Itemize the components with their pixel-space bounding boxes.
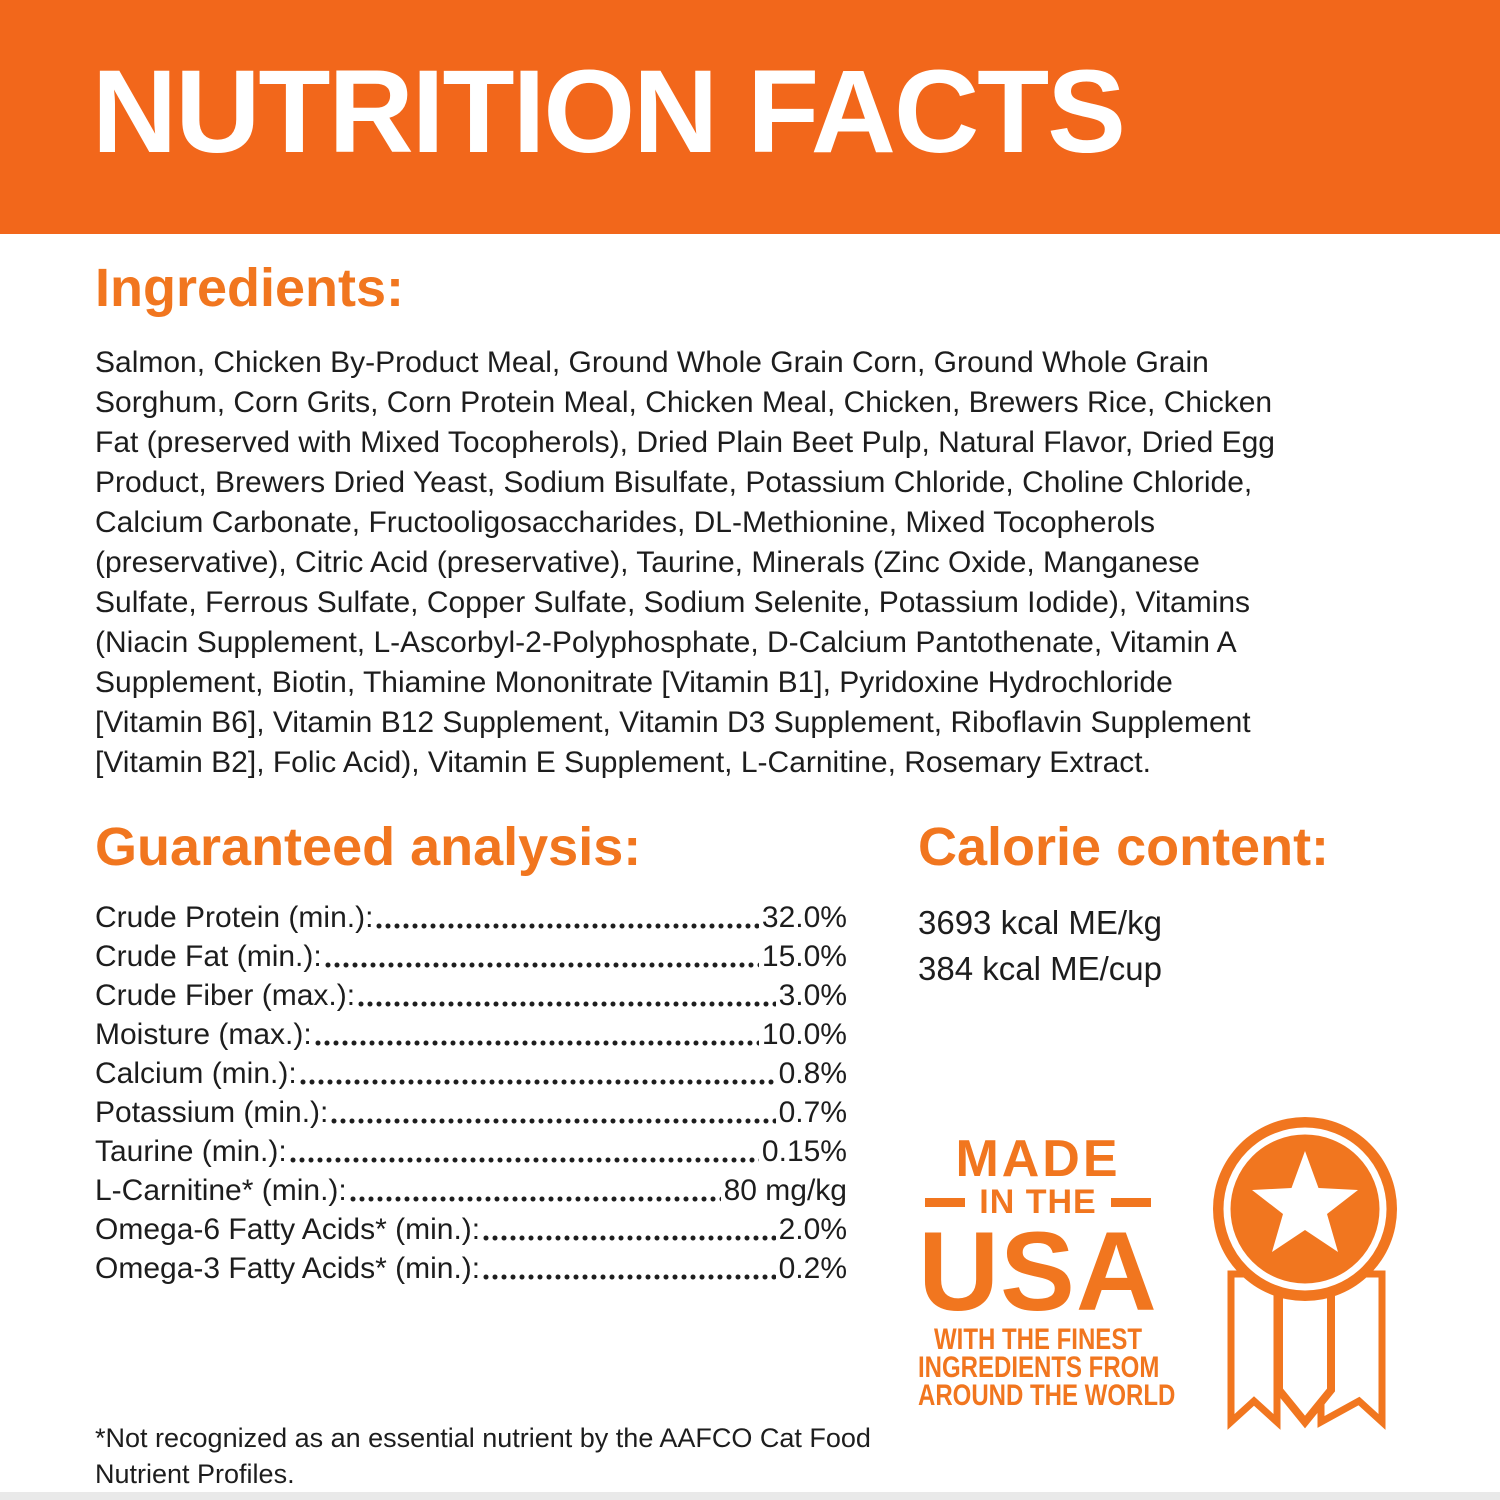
calorie-kcal-per-kg: 3693 kcal ME/kg bbox=[918, 904, 1162, 941]
medal-inner-ring bbox=[1223, 1127, 1387, 1291]
ribbon-tail-left bbox=[1227, 1270, 1281, 1430]
analysis-value: 10.0% bbox=[761, 1018, 847, 1051]
dotted-leader bbox=[358, 1001, 776, 1007]
calorie-kcal-per-cup: 384 kcal ME/cup bbox=[918, 950, 1162, 987]
dotted-leader bbox=[483, 1235, 776, 1241]
analysis-row-l-carnitine: L-Carnitine* (min.): 80 mg/kg bbox=[95, 1171, 847, 1210]
analysis-label: Potassium (min.): bbox=[95, 1096, 329, 1129]
analysis-row-crude-fiber: Crude Fiber (max.): 3.0% bbox=[95, 976, 847, 1015]
analysis-label: Omega-3 Fatty Acids* (min.): bbox=[95, 1252, 481, 1285]
dotted-leader bbox=[483, 1274, 776, 1280]
ingredients-text: Salmon, Chicken By-Product Meal, Ground … bbox=[95, 346, 1275, 779]
dotted-leader bbox=[331, 1118, 776, 1124]
ingredients-section: Ingredients: Salmon, Chicken By-Product … bbox=[95, 259, 1467, 783]
made-in-usa-line-usa: USA bbox=[918, 1209, 1158, 1334]
analysis-row-calcium: Calcium (min.): 0.8% bbox=[95, 1054, 847, 1093]
analysis-value: 0.15% bbox=[761, 1135, 847, 1168]
footnote-text: *Not recognized as an essential nutrient… bbox=[95, 1423, 871, 1489]
analysis-row-taurine: Taurine (min.): 0.15% bbox=[95, 1132, 847, 1171]
guaranteed-analysis-heading: Guaranteed analysis: bbox=[95, 817, 642, 877]
analysis-label: Moisture (max.): bbox=[95, 1018, 312, 1051]
analysis-value: 0.7% bbox=[778, 1096, 847, 1129]
analysis-row-moisture: Moisture (max.): 10.0% bbox=[95, 1015, 847, 1054]
dotted-leader bbox=[299, 1079, 776, 1085]
analysis-table: Crude Protein (min.): 32.0% Crude Fat (m… bbox=[95, 898, 847, 1288]
analysis-label: Crude Fat (min.): bbox=[95, 940, 322, 973]
made-in-usa-line-made: MADE bbox=[955, 1130, 1121, 1188]
star-medal-ribbon-icon bbox=[1192, 1106, 1406, 1440]
analysis-value: 0.2% bbox=[778, 1252, 847, 1285]
analysis-value: 80 mg/kg bbox=[723, 1174, 847, 1207]
analysis-label: L-Carnitine* (min.): bbox=[95, 1174, 347, 1207]
analysis-value: 3.0% bbox=[778, 979, 847, 1012]
dotted-leader bbox=[314, 1040, 759, 1046]
dotted-leader bbox=[324, 962, 759, 968]
star-medal-ribbon-svg bbox=[1213, 1117, 1397, 1430]
made-in-usa-in-the-text: IN THE bbox=[979, 1182, 1097, 1221]
analysis-value: 15.0% bbox=[761, 940, 847, 973]
tagline-line-2: INGREDIENTS FROM bbox=[918, 1351, 1160, 1384]
analysis-label: Crude Protein (min.): bbox=[95, 901, 374, 934]
analysis-row-crude-protein: Crude Protein (min.): 32.0% bbox=[95, 898, 847, 937]
ingredients-heading: Ingredients: bbox=[95, 258, 405, 318]
guaranteed-analysis-section: Guaranteed analysis: Crude Protein (min.… bbox=[95, 818, 847, 1288]
dash-decoration-left bbox=[925, 1197, 966, 1207]
analysis-row-omega-6: Omega-6 Fatty Acids* (min.): 2.0% bbox=[95, 1210, 847, 1249]
analysis-row-crude-fat: Crude Fat (min.): 15.0% bbox=[95, 937, 847, 976]
bottom-edge-strip bbox=[0, 1492, 1500, 1500]
made-in-usa-lockup: MADE IN THE USA WITH THE FINEST INGREDIE… bbox=[888, 1130, 1188, 1412]
made-in-usa-tagline: WITH THE FINEST INGREDIENTS FROM AROUND … bbox=[918, 1323, 1176, 1412]
calorie-content-section: Calorie content: 3693 kcal ME/kg 384 kca… bbox=[918, 818, 1463, 992]
made-in-usa-line-in-the: IN THE bbox=[888, 1182, 1188, 1222]
analysis-label: Taurine (min.): bbox=[95, 1135, 287, 1168]
analysis-label: Calcium (min.): bbox=[95, 1057, 297, 1090]
star-icon bbox=[1252, 1151, 1358, 1252]
dash-decoration-right bbox=[1110, 1197, 1151, 1207]
page-title: NUTRITION FACTS bbox=[92, 46, 1126, 178]
dotted-leader bbox=[289, 1157, 759, 1163]
analysis-value: 0.8% bbox=[778, 1057, 847, 1090]
header-banner: NUTRITION FACTS bbox=[0, 0, 1500, 234]
analysis-value: 2.0% bbox=[778, 1213, 847, 1246]
tagline-line-1: WITH THE FINEST bbox=[934, 1323, 1142, 1356]
analysis-label: Omega-6 Fatty Acids* (min.): bbox=[95, 1213, 481, 1246]
dotted-leader bbox=[376, 923, 759, 929]
analysis-row-omega-3: Omega-3 Fatty Acids* (min.): 0.2% bbox=[95, 1249, 847, 1288]
calorie-content-heading: Calorie content: bbox=[918, 817, 1330, 877]
tagline-line-3: AROUND THE WORLD bbox=[918, 1379, 1176, 1412]
dotted-leader bbox=[349, 1196, 721, 1202]
analysis-value: 32.0% bbox=[761, 901, 847, 934]
analysis-row-potassium: Potassium (min.): 0.7% bbox=[95, 1093, 847, 1132]
analysis-label: Crude Fiber (max.): bbox=[95, 979, 356, 1012]
